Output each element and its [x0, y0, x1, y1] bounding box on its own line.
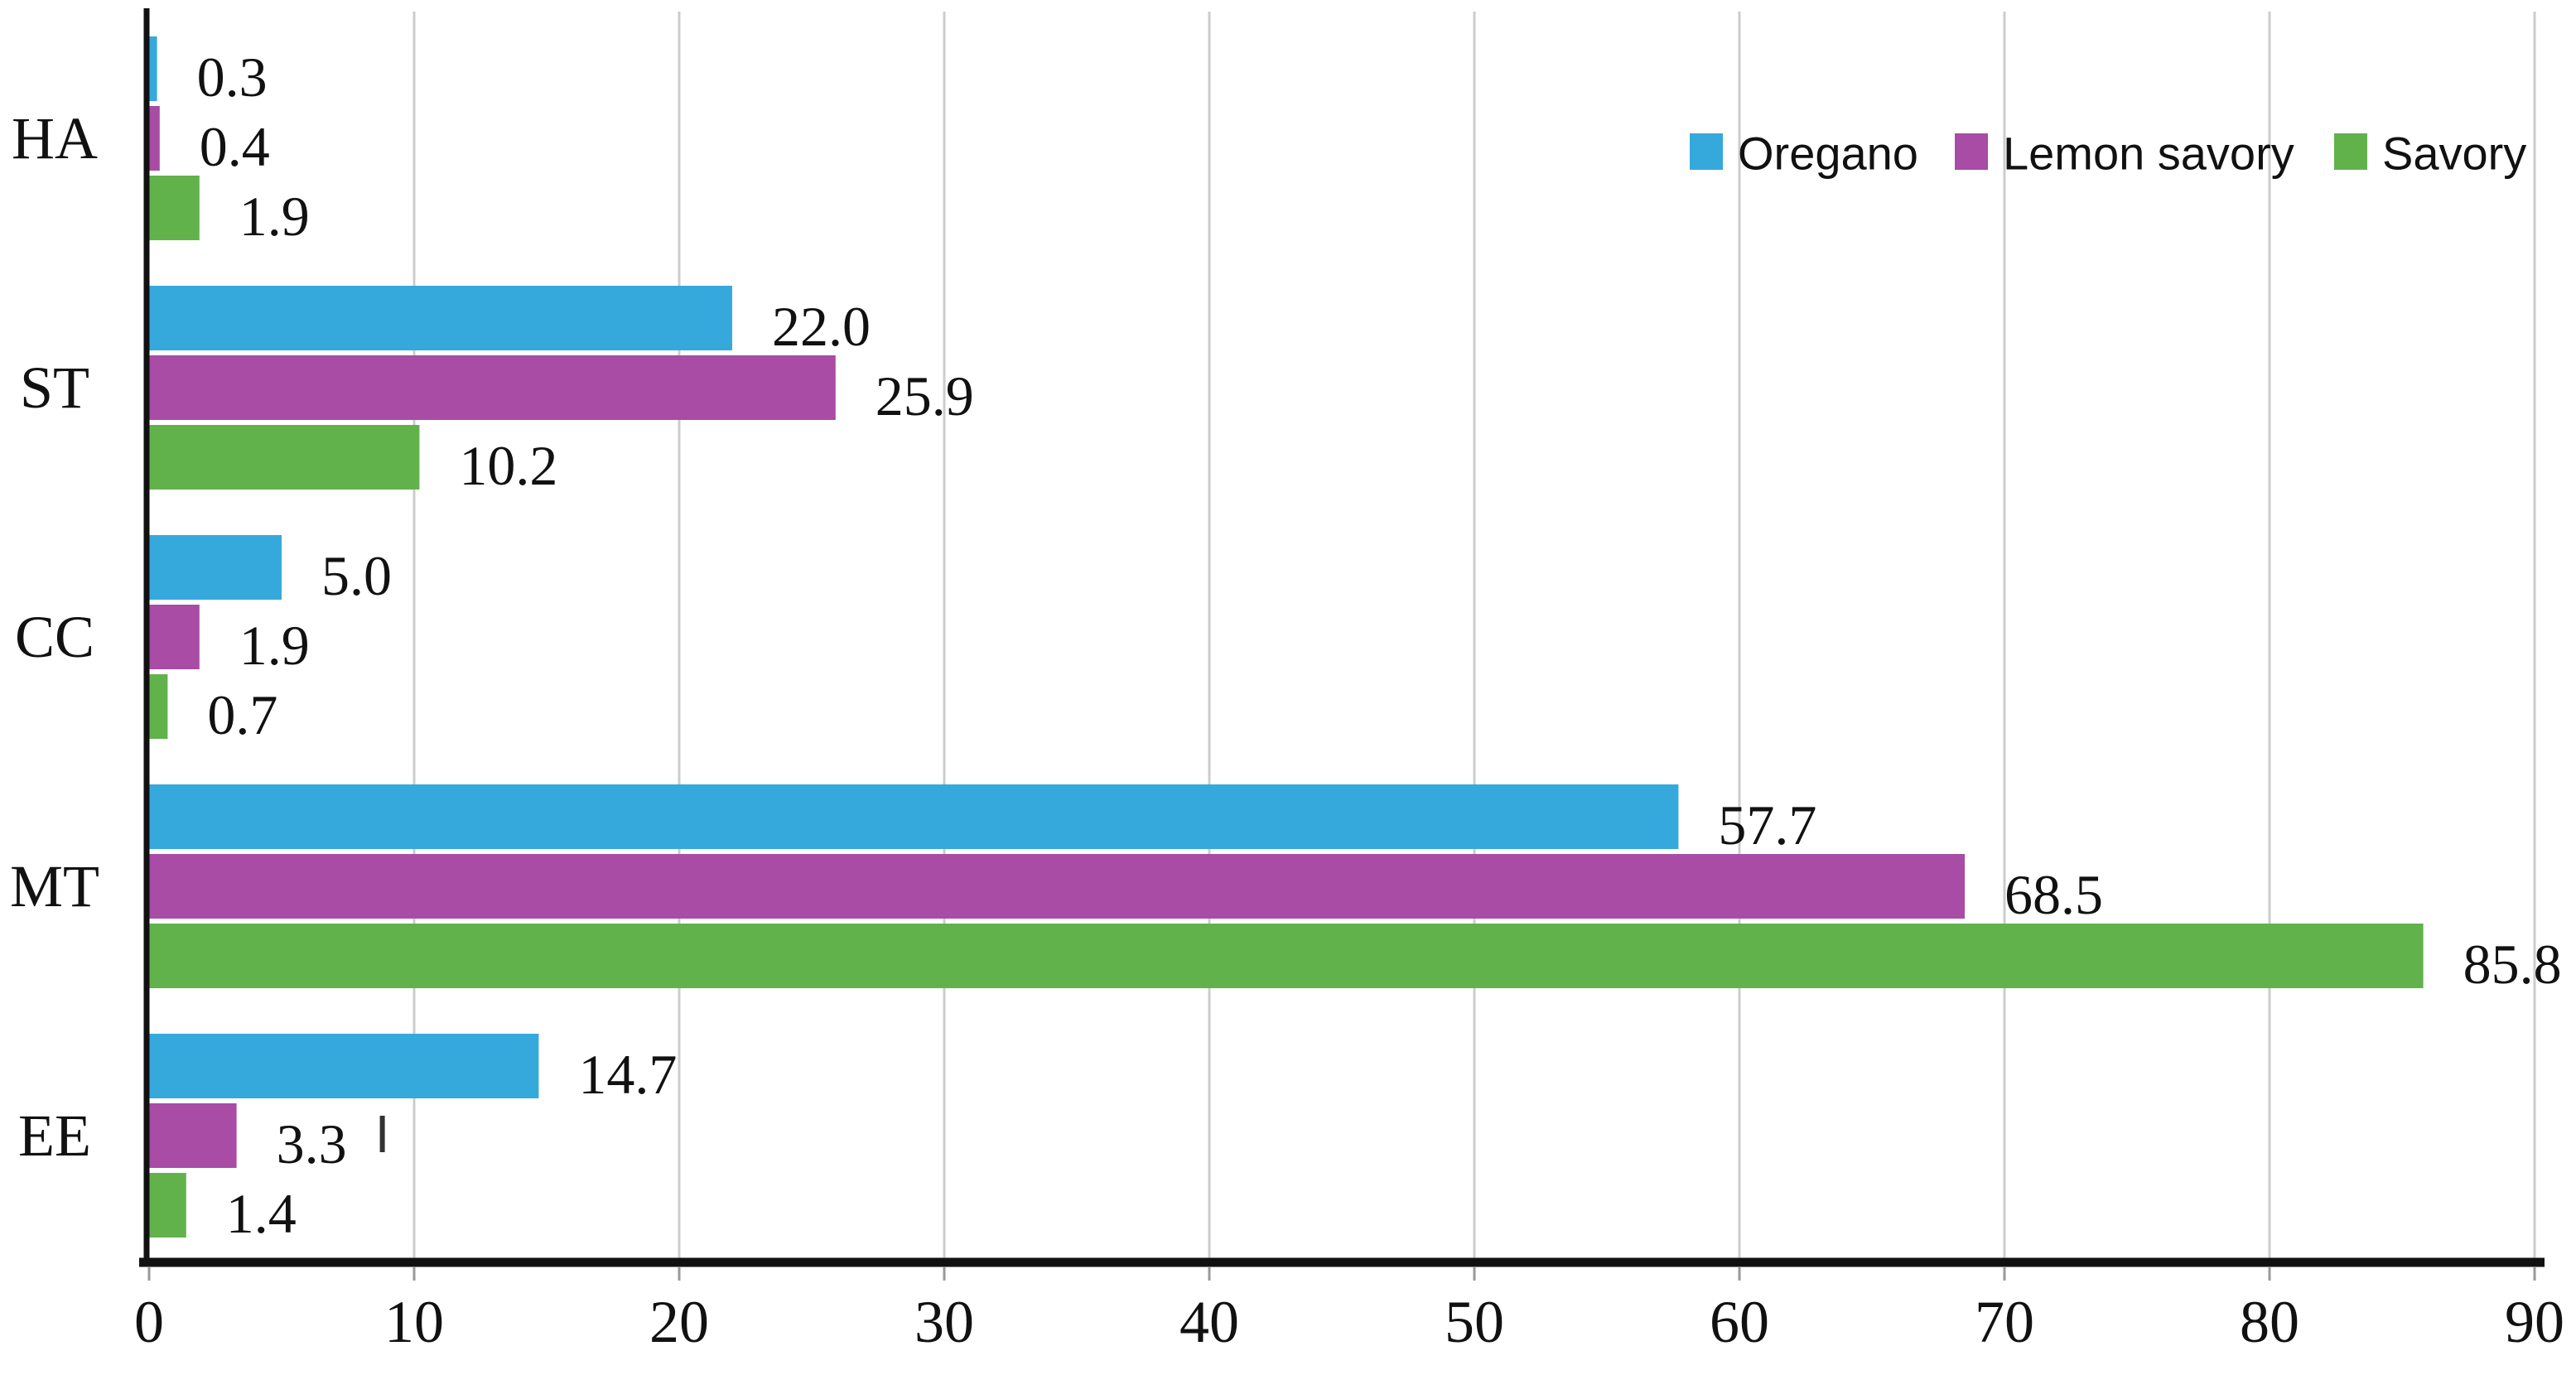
- data-label-ST-lemon-savory: 25.9: [876, 364, 974, 427]
- data-label-CC-lemon-savory: 1.9: [239, 614, 310, 677]
- x-tick-label-80: 80: [2240, 1289, 2299, 1355]
- bar-CC-savory: [149, 674, 168, 739]
- data-label-MT-oregano: 57.7: [1718, 794, 1816, 856]
- data-label-HA-savory: 1.9: [239, 185, 310, 248]
- data-labels: 0.30.41.922.025.910.25.01.90.757.768.585…: [197, 46, 2562, 1245]
- x-tick-label-0: 0: [134, 1289, 164, 1355]
- bar-ST-oregano: [149, 286, 732, 350]
- bars: [149, 36, 2424, 1238]
- bar-ST-lemon-savory: [149, 355, 836, 420]
- bar-CC-oregano: [149, 535, 282, 600]
- data-label-CC-savory: 0.7: [207, 683, 277, 746]
- data-label-MT-savory: 85.8: [2463, 933, 2562, 996]
- category-label-CC: CC: [15, 604, 94, 670]
- bar-CC-lemon-savory: [149, 605, 200, 669]
- bar-EE-savory: [149, 1173, 186, 1238]
- bar-HA-oregano: [149, 36, 157, 101]
- data-label-ST-oregano: 22.0: [772, 295, 871, 358]
- x-tick-label-20: 20: [649, 1289, 709, 1355]
- legend-swatch-lemon-savory: [1955, 133, 1988, 170]
- x-tick-label-70: 70: [1975, 1289, 2034, 1355]
- data-label-MT-lemon-savory: 68.5: [2004, 863, 2103, 926]
- legend-swatch-savory: [2334, 133, 2367, 170]
- bar-MT-lemon-savory: [149, 854, 1965, 919]
- legend-label-oregano: Oregano: [1738, 128, 1918, 180]
- bar-HA-savory: [149, 176, 200, 240]
- x-tick-labels: 0 10 20 30 40 50 60 70 80 90: [134, 1289, 2564, 1355]
- legend-label-savory: Savory: [2382, 128, 2526, 180]
- bar-ST-savory: [149, 425, 420, 490]
- category-label-ST: ST: [20, 355, 89, 421]
- bar-EE-oregano: [149, 1034, 539, 1098]
- category-labels: HA ST CC MT EE: [10, 105, 99, 1169]
- bar-MT-savory: [149, 924, 2424, 988]
- legend-label-lemon-savory: Lemon savory: [2003, 128, 2294, 180]
- bar-MT-oregano: [149, 784, 1679, 849]
- data-label-EE-oregano: 14.7: [578, 1043, 677, 1106]
- bar-HA-lemon-savory: [149, 106, 160, 171]
- x-tick-label-40: 40: [1179, 1289, 1239, 1355]
- gridlines: [412, 12, 2536, 1258]
- category-label-EE: EE: [18, 1102, 91, 1169]
- data-label-HA-lemon-savory: 0.4: [200, 115, 270, 178]
- data-label-EE-savory: 1.4: [226, 1182, 297, 1245]
- category-label-MT: MT: [10, 853, 99, 919]
- data-label-CC-oregano: 5.0: [321, 544, 392, 607]
- x-tick-label-50: 50: [1445, 1289, 1504, 1355]
- category-label-HA: HA: [12, 105, 98, 171]
- data-label-HA-oregano: 0.3: [197, 46, 268, 109]
- bar-EE-lemon-savory: [149, 1103, 237, 1168]
- legend: Oregano Lemon savory Savory: [1690, 128, 2526, 180]
- x-tick-label-30: 30: [914, 1289, 974, 1355]
- axes: [139, 8, 2545, 1281]
- data-label-EE-lemon-savory: 3.3: [277, 1112, 347, 1175]
- x-tick-label-90: 90: [2505, 1289, 2564, 1355]
- legend-swatch-oregano: [1690, 133, 1723, 170]
- data-label-ST-savory: 10.2: [459, 434, 557, 497]
- x-tick-label-10: 10: [384, 1289, 444, 1355]
- x-tick-label-60: 60: [1710, 1289, 1769, 1355]
